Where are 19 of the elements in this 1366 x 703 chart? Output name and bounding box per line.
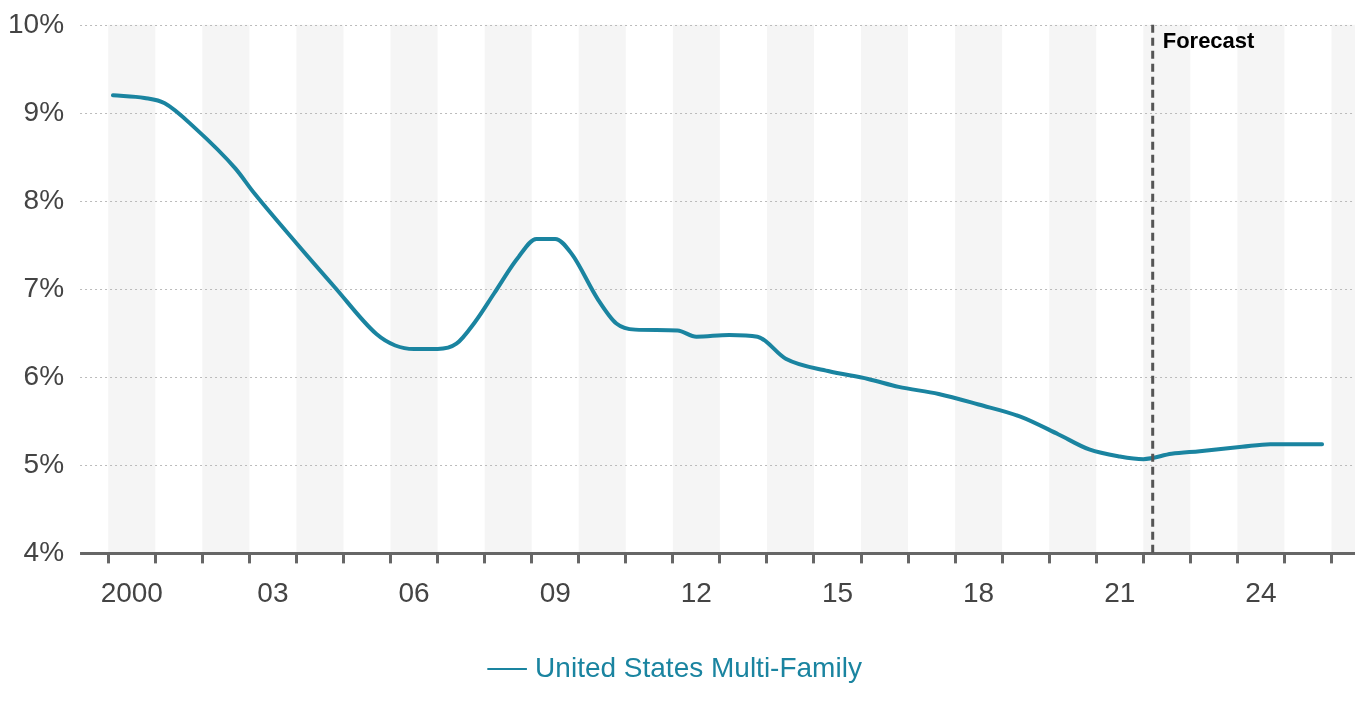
x-tick-label: 12 xyxy=(680,576,712,608)
x-tick-label: 18 xyxy=(963,576,995,608)
x-tick-label: 15 xyxy=(821,576,854,608)
y-tick-label: 5% xyxy=(23,448,65,480)
y-tick-label: 6% xyxy=(23,359,65,391)
ref-line-label: Forecast xyxy=(1162,27,1256,53)
x-tick-label: 06 xyxy=(398,576,430,608)
y-tick-label: 9% xyxy=(23,95,65,127)
x-tick-label: 03 xyxy=(257,576,289,608)
x-tick-label: 24 xyxy=(1245,576,1277,608)
y-tick-label: 8% xyxy=(23,183,65,215)
y-tick-label: 10% xyxy=(7,7,65,39)
y-tick-label: 7% xyxy=(23,271,65,303)
legend-label: United States Multi-Family xyxy=(535,651,862,683)
x-tick-label: 09 xyxy=(539,576,571,608)
x-tick-label: 21 xyxy=(1104,576,1136,608)
y-tick-label: 4% xyxy=(23,536,65,568)
line-series xyxy=(110,93,1325,462)
x-tick-label: 2000 xyxy=(100,576,163,608)
